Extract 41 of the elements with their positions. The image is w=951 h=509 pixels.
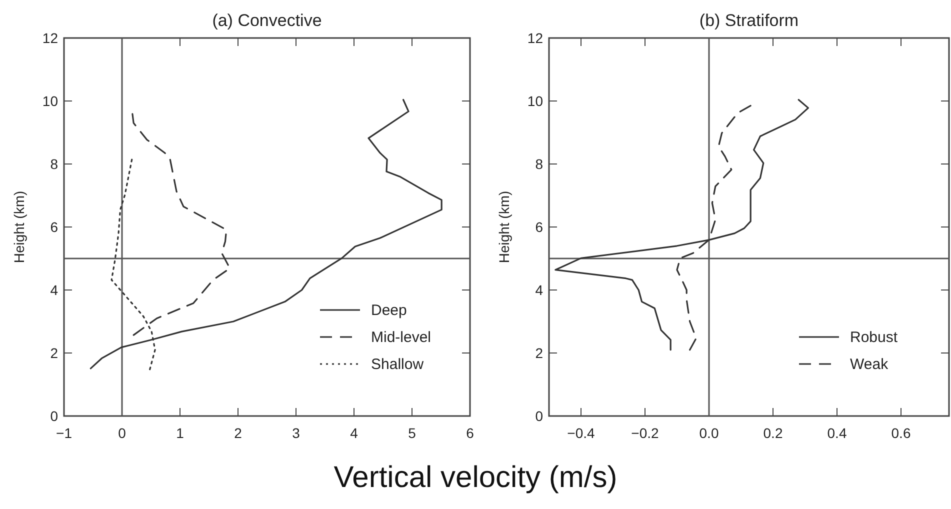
y-tick-label: 6 <box>50 219 58 235</box>
x-tick-label: −0.4 <box>567 425 596 441</box>
y-tick-label: 12 <box>527 30 544 46</box>
x-tick-label: 0.6 <box>891 425 911 441</box>
x-tick-label: 6 <box>466 425 474 441</box>
line-series <box>554 98 809 351</box>
line-series <box>132 113 231 336</box>
legend-label: Deep <box>371 302 407 319</box>
x-tick-label: 3 <box>292 425 300 441</box>
y-tick-label: 0 <box>50 408 58 424</box>
y-tick-label: 10 <box>527 93 544 109</box>
y-tick-label: 4 <box>50 282 58 298</box>
y-axis-title: Height (km) <box>11 190 27 264</box>
legend-label: Weak <box>850 356 889 373</box>
legend-label: Shallow <box>371 356 424 373</box>
chart-title: (a) Convective <box>212 11 322 30</box>
y-axis-title: Height (km) <box>496 190 512 264</box>
legend-label: Mid-level <box>371 329 432 346</box>
x-axis-title: Vertical velocity (m/s) <box>334 461 618 494</box>
chart-title: (b) Stratiform <box>699 11 799 30</box>
x-tick-label: 0.2 <box>763 425 783 441</box>
line-series <box>90 98 442 370</box>
y-tick-label: 2 <box>50 345 58 361</box>
y-tick-label: 8 <box>535 156 544 172</box>
y-tick-label: 0 <box>535 408 544 424</box>
y-tick-label: 2 <box>535 345 544 361</box>
y-tick-label: 8 <box>50 156 58 172</box>
x-tick-label: 2 <box>234 425 242 441</box>
x-tick-label: 0.4 <box>827 425 847 441</box>
legend-label: Robust <box>850 329 898 346</box>
y-tick-label: 6 <box>535 219 544 235</box>
y-tick-label: 12 <box>42 30 58 46</box>
y-tick-label: 10 <box>42 93 58 109</box>
x-tick-label: −0.2 <box>631 425 660 441</box>
x-tick-label: 1 <box>176 425 184 441</box>
x-tick-label: 0 <box>118 425 126 441</box>
x-tick-label: 5 <box>408 425 416 441</box>
x-tick-label: 0.0 <box>699 425 719 441</box>
x-tick-label: −1 <box>56 425 72 441</box>
y-tick-label: 4 <box>535 282 544 298</box>
x-tick-label: 4 <box>350 425 358 441</box>
